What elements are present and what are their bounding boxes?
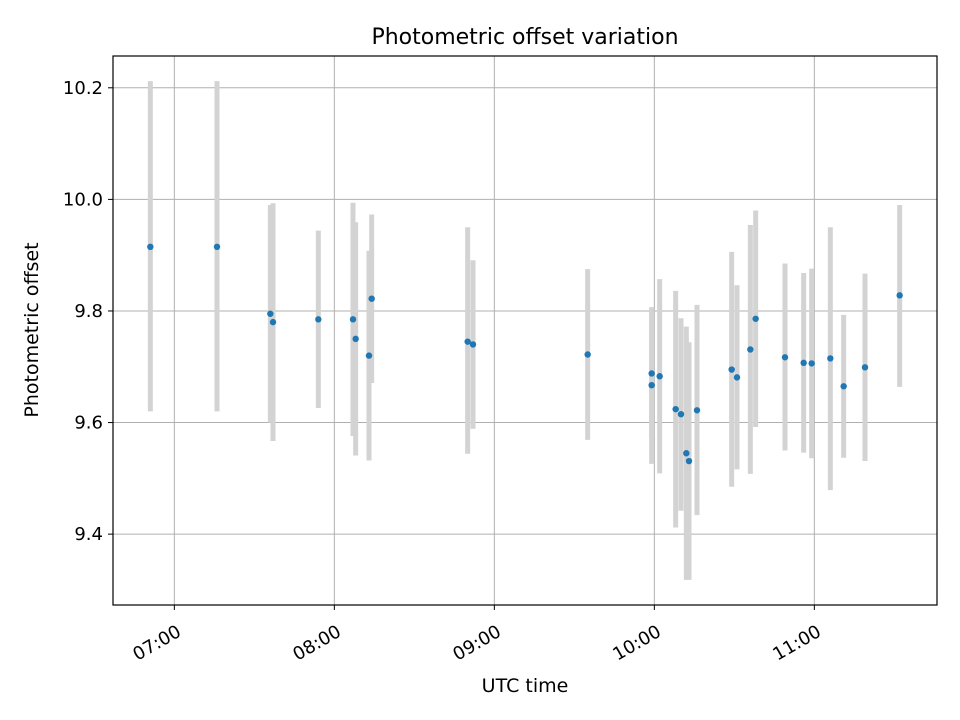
data-point <box>315 316 322 323</box>
data-point <box>147 243 154 251</box>
chart-title: Photometric offset variation <box>371 25 678 50</box>
data-point <box>827 355 834 362</box>
data-point <box>733 374 741 381</box>
y-tick-label: 10.0 <box>63 189 103 210</box>
axes-frame <box>112 55 938 606</box>
data-point <box>800 359 807 367</box>
y-axis-label: Photometric offset <box>21 242 43 417</box>
data-point <box>747 346 754 353</box>
data-point <box>464 338 471 345</box>
x-axis-label: UTC time <box>482 675 569 697</box>
data-point <box>685 457 693 465</box>
data-point <box>693 407 701 414</box>
y-tick-label: 9.4 <box>74 524 103 545</box>
y-tick-label: 9.8 <box>74 301 103 322</box>
data-point <box>269 318 277 326</box>
data-point <box>648 370 655 377</box>
data-point <box>267 310 274 317</box>
data-point <box>677 410 685 418</box>
data-point <box>656 373 663 380</box>
data-point <box>683 450 690 457</box>
grid <box>113 56 937 605</box>
data-point <box>368 295 375 302</box>
data-point <box>469 341 477 348</box>
data-points <box>147 243 903 465</box>
data-point <box>781 354 789 361</box>
y-tick-label: 9.6 <box>74 413 103 434</box>
data-point <box>728 366 735 373</box>
y-tick-label: 10.2 <box>63 78 103 99</box>
data-point <box>584 351 591 358</box>
data-point <box>349 316 357 323</box>
data-point <box>752 315 759 322</box>
data-point <box>365 352 373 359</box>
data-point <box>672 405 679 413</box>
data-point <box>861 364 869 371</box>
data-point <box>896 292 903 299</box>
data-point <box>648 381 655 389</box>
data-point <box>213 243 221 251</box>
data-point <box>840 383 847 390</box>
data-point <box>352 335 359 343</box>
data-point <box>808 360 815 367</box>
